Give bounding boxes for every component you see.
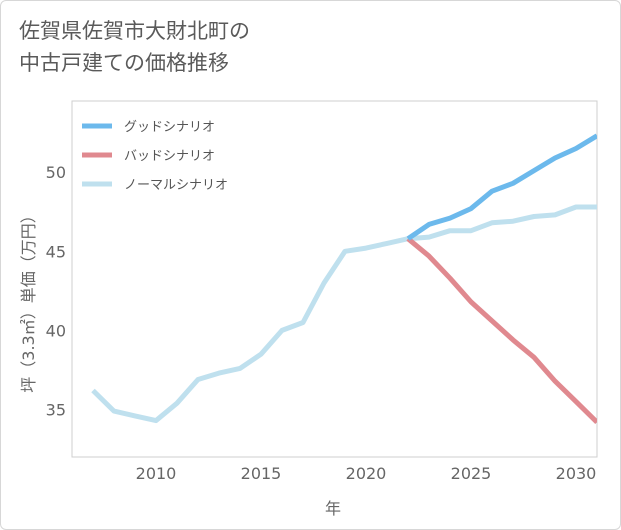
legend-label-bad: バッドシナリオ <box>124 149 215 164</box>
y-tick-label: 35 <box>46 401 66 420</box>
series-lines <box>91 133 597 424</box>
x-tick-label: 2020 <box>346 464 387 483</box>
legend-label-normal: ノーマルシナリオ <box>124 178 228 193</box>
series-line-good <box>406 133 597 241</box>
y-tick-label: 40 <box>46 321 66 340</box>
legend-label-good: グッドシナリオ <box>124 120 215 135</box>
x-tick-label: 2030 <box>556 464 597 483</box>
y-axis-label: 坪（3.3㎡）単価（万円） <box>19 207 38 392</box>
x-tick-label: 2010 <box>136 464 177 483</box>
series-line-bad <box>406 236 597 424</box>
axis-ticks: 2010 2015 2020 2025 2030 35 40 45 50 <box>46 163 597 483</box>
x-tick-label: 2015 <box>241 464 282 483</box>
x-axis-label: 年 <box>325 499 341 518</box>
chart-title: 佐賀県佐賀市大財北町の 中古戸建ての価格推移 <box>19 19 250 75</box>
plot-area <box>71 100 598 458</box>
y-tick-label: 45 <box>46 242 66 261</box>
plot-frame <box>71 100 598 458</box>
x-tick-label: 2025 <box>451 464 492 483</box>
y-tick-label: 50 <box>46 163 66 182</box>
series-line-normal <box>91 204 597 424</box>
